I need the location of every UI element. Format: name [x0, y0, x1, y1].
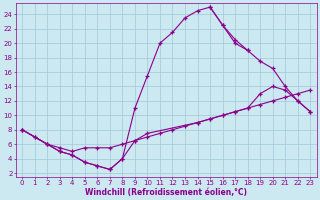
- X-axis label: Windchill (Refroidissement éolien,°C): Windchill (Refroidissement éolien,°C): [85, 188, 247, 197]
